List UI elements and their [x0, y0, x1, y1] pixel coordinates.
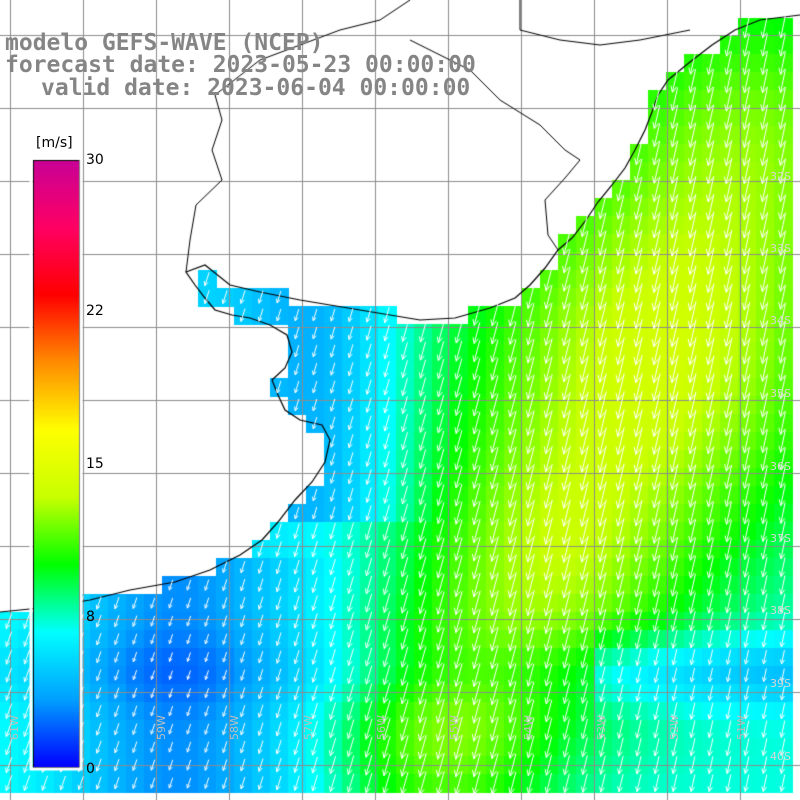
lon-label: 59W [155, 715, 168, 740]
lon-label: 52W [668, 715, 681, 740]
lat-label: 34S [770, 314, 791, 327]
lon-label: 55W [448, 715, 461, 740]
lon-label: 58W [228, 715, 241, 740]
colorbar-tick-15: 15 [86, 456, 104, 472]
colorbar-units: [m/s] [36, 135, 73, 151]
forecast-date: forecast date: 2023-05-23 00:00:00 [5, 52, 476, 78]
lon-label: 54W [522, 715, 535, 740]
model-title: modelo GEFS-WAVE (NCEP) [5, 30, 324, 56]
colorbar-tick-22: 22 [86, 303, 104, 319]
lon-label: 51W [735, 715, 748, 740]
lon-label: 61W [8, 715, 21, 740]
colorbar-tick-0: 0 [86, 761, 95, 777]
lat-label: 40S [770, 750, 791, 763]
colorbar-tick-8: 8 [86, 609, 95, 625]
lon-label: 56W [375, 715, 388, 740]
lat-label: 33S [770, 242, 791, 255]
valid-date: valid date: 2023-06-04 00:00:00 [41, 75, 471, 101]
lon-label: 57W [302, 715, 315, 740]
lon-label: 53W [595, 715, 608, 740]
lat-label: 36S [770, 460, 791, 473]
lat-label: 32S [770, 170, 791, 183]
colorbar-tick-30: 30 [86, 152, 104, 168]
lat-label: 39S [770, 677, 791, 690]
lat-label: 38S [770, 604, 791, 617]
lat-label: 37S [770, 532, 791, 545]
lat-label: 35S [770, 387, 791, 400]
